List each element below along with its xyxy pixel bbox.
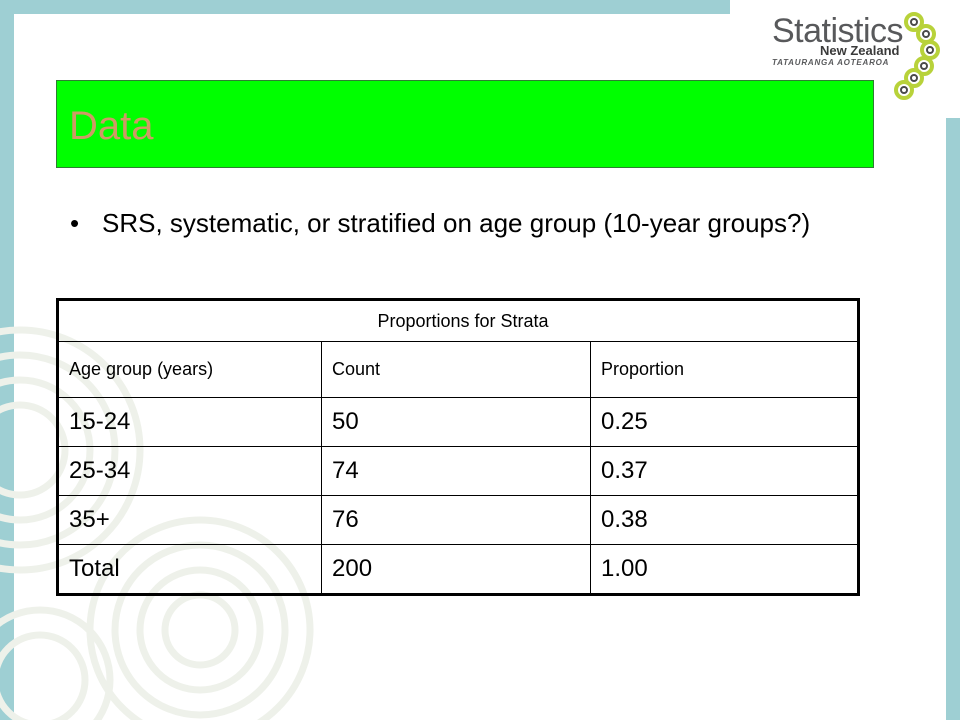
logo-maori-text: TATAURANGA AOTEAROA — [772, 58, 890, 67]
table-total-row: Total 200 1.00 — [57, 544, 859, 595]
table-row: 35+ 76 0.38 — [57, 495, 859, 545]
strata-table: Proportions for Strata Age group (years)… — [56, 298, 860, 596]
cell-count: 74 — [321, 446, 591, 496]
bullet-item: SRS, systematic, or stratified on age gr… — [102, 208, 811, 238]
logo-wordmark: Statistics — [772, 12, 904, 50]
table-header-row: Age group (years) Count Proportion — [57, 341, 859, 398]
logo-subtitle: New Zealand — [820, 43, 900, 58]
cell-total-label: Total — [57, 544, 322, 595]
header-proportion: Proportion — [590, 341, 859, 398]
cell-proportion: 0.38 — [590, 495, 859, 545]
cell-proportion: 0.37 — [590, 446, 859, 496]
bullet-marker: • — [70, 208, 80, 238]
table-row: 25-34 74 0.37 — [57, 446, 859, 496]
cell-count: 50 — [321, 397, 591, 447]
cell-age-group: 25-34 — [57, 446, 322, 496]
cell-total-proportion: 1.00 — [590, 544, 859, 595]
frame-top-bar — [0, 0, 730, 14]
table-row: 15-24 50 0.25 — [57, 397, 859, 447]
cell-proportion: 0.25 — [590, 397, 859, 447]
header-age-group: Age group (years) — [57, 341, 322, 398]
cell-age-group: 35+ — [57, 495, 322, 545]
cell-count: 76 — [321, 495, 591, 545]
stats-nz-logo: Statistics New Zealand TATAURANGA AOTEAR… — [766, 10, 956, 110]
frame-right-bar — [946, 118, 960, 720]
slide-title: Data — [69, 104, 154, 148]
cell-total-count: 200 — [321, 544, 591, 595]
table-caption-row: Proportions for Strata — [57, 299, 859, 342]
title-bar: Data — [56, 80, 874, 168]
cell-age-group: 15-24 — [57, 397, 322, 447]
frame-left-bar — [0, 0, 14, 720]
table-caption: Proportions for Strata — [57, 299, 859, 342]
header-count: Count — [321, 341, 591, 398]
koru-chain-icon — [894, 12, 940, 100]
